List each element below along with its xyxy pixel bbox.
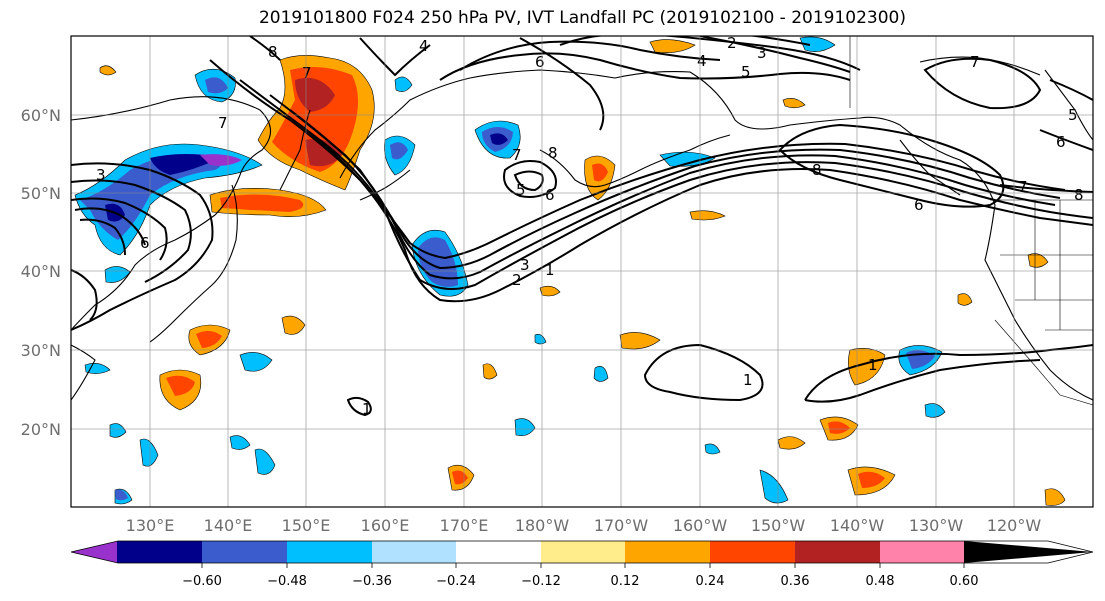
contour-label: 8	[548, 144, 558, 162]
colorbar-segment	[372, 541, 457, 563]
lon-label: 130°W	[909, 516, 964, 535]
colorbar-tick-label: −0.48	[267, 574, 307, 589]
colorbar-segment	[117, 541, 203, 563]
contour-label: 2	[512, 271, 522, 289]
contour-label: 6	[140, 234, 150, 252]
contour-label: 3	[520, 256, 530, 274]
colorbar-segment	[710, 541, 796, 563]
lon-labels: 130°E 140°E 150°E 160°E 170°E 180°W 170°…	[126, 516, 1042, 535]
contour-label: 7	[1018, 178, 1028, 196]
colorbar-tick-label: 0.60	[950, 574, 979, 589]
contour-label: 7	[302, 64, 312, 82]
colorbar-segment	[287, 541, 373, 563]
map-border	[70, 35, 1094, 508]
contour-label: 6	[535, 53, 545, 71]
colorbar-tick-label: 0.24	[696, 574, 725, 589]
lon-label: 170°W	[594, 516, 649, 535]
colorbar-outline	[70, 540, 1094, 564]
colorbar-segment	[456, 541, 542, 563]
contour-label: 8	[268, 43, 278, 61]
contour-label: 7	[970, 53, 980, 71]
colorbar-segment	[964, 541, 1093, 563]
lat-labels: 60°N 50°N 40°N 30°N 20°N	[21, 106, 61, 439]
lon-label: 140°W	[830, 516, 885, 535]
colorbar-tick-label: 0.36	[781, 574, 810, 589]
contour-label: 4	[419, 37, 429, 55]
colorbar-segment	[541, 541, 626, 563]
lat-label: 40°N	[21, 262, 61, 281]
contour-label: 5	[516, 181, 526, 199]
colorbar: −0.60 −0.48 −0.36 −0.24 −0.12 0.12 0.24 …	[70, 540, 1094, 589]
contour-label: 6	[914, 196, 924, 214]
pv-anomaly-shading	[74, 36, 1066, 506]
lon-label: 180°W	[515, 516, 570, 535]
contour-label: 3	[757, 44, 767, 62]
colorbar-segment	[71, 541, 118, 563]
lon-label: 140°E	[204, 516, 253, 535]
colorbar-tick-label: −0.36	[352, 574, 392, 589]
colorbar-tick-label: 0.48	[866, 574, 895, 589]
contour-label: 8	[812, 161, 822, 179]
map-frame-bg	[71, 36, 1093, 507]
contour-label: 6	[545, 186, 555, 204]
gridlines	[71, 36, 1093, 507]
lon-label: 160°E	[361, 516, 410, 535]
colorbar-tick-label: −0.60	[182, 574, 222, 589]
colorbar-segment	[202, 541, 288, 563]
contour-label: 1	[545, 261, 555, 279]
contour-label: 1	[868, 356, 878, 374]
political-borders	[849, 36, 1093, 406]
contour-label: 6	[1056, 133, 1066, 151]
colorbar-tick-label: 0.12	[611, 574, 640, 589]
contour-labels: 8 7 4 2 3 4 5 6 7 5 6 7 8 3 6 7 7 8 6 5 …	[96, 34, 1084, 418]
colorbar-segment	[795, 541, 881, 563]
contour-label: 5	[741, 63, 751, 81]
contour-label: 7	[512, 146, 522, 164]
lat-label: 20°N	[21, 420, 61, 439]
lon-label: 150°E	[282, 516, 331, 535]
contour-label: 3	[96, 166, 106, 184]
lon-label: 120°W	[987, 516, 1042, 535]
lon-label: 170°E	[440, 516, 489, 535]
map-title: 2019101800 F024 250 hPa PV, IVT Landfall…	[258, 8, 906, 28]
contour-label: 7	[218, 114, 228, 132]
lon-label: 160°W	[673, 516, 728, 535]
lat-label: 30°N	[21, 341, 61, 360]
contour-label: 1	[362, 400, 372, 418]
lon-label: 150°W	[751, 516, 806, 535]
colorbar-segment	[625, 541, 711, 563]
colorbar-segment	[880, 541, 965, 563]
colorbar-tick-label: −0.12	[521, 574, 561, 589]
colorbar-tick-label: −0.24	[436, 574, 476, 589]
contour-label: 1	[743, 371, 753, 389]
lon-label: 130°E	[126, 516, 175, 535]
contour-label: 4	[697, 52, 707, 70]
contour-label: 8	[1074, 186, 1084, 204]
lat-label: 50°N	[21, 184, 61, 203]
lat-label: 60°N	[21, 106, 61, 125]
contour-label: 2	[727, 34, 737, 52]
